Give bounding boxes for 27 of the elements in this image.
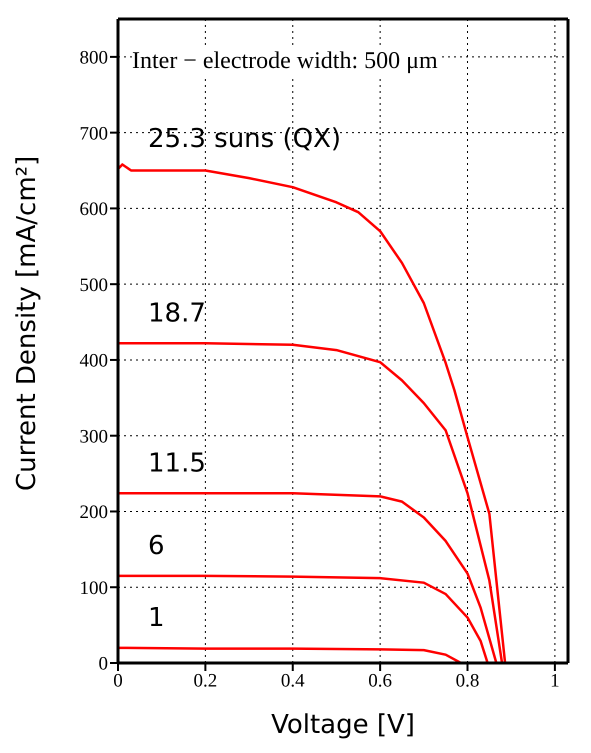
series-label: 25.3 suns (QX) bbox=[148, 124, 342, 154]
y-tick-label: 400 bbox=[80, 350, 108, 372]
series-label: 6 bbox=[148, 530, 165, 561]
y-tick-label: 500 bbox=[80, 274, 108, 296]
y-tick-label: 200 bbox=[80, 502, 108, 524]
line-series bbox=[118, 646, 462, 663]
series-label: 1 bbox=[148, 602, 165, 633]
series-label: 18.7 bbox=[148, 298, 206, 328]
y-tick-label: 800 bbox=[80, 48, 108, 69]
x-tick-label: 0.4 bbox=[280, 670, 306, 692]
annotation: Inter − electrode width: 500 μm bbox=[132, 48, 438, 74]
x-tick-label: 0.6 bbox=[368, 670, 392, 692]
y-tick-label: 0 bbox=[98, 654, 108, 675]
series-label: 11.5 bbox=[148, 448, 206, 478]
x-axis-title: Voltage [V] bbox=[271, 710, 415, 740]
y-tick-label: 600 bbox=[80, 199, 108, 220]
y-tick-label: 300 bbox=[80, 426, 108, 448]
x-tick-label: 1 bbox=[550, 670, 560, 692]
line-series bbox=[118, 492, 498, 663]
y-tick-label: 700 bbox=[80, 123, 108, 144]
x-tick-label: 0 bbox=[113, 670, 123, 692]
y-tick-label: 100 bbox=[80, 578, 108, 599]
y-axis-title: Current Density [mA/cm²] bbox=[12, 156, 42, 491]
line-series bbox=[118, 574, 489, 663]
x-tick-label: 0.8 bbox=[456, 670, 480, 692]
x-tick-label: 0.2 bbox=[194, 670, 218, 692]
line-series bbox=[118, 163, 506, 663]
